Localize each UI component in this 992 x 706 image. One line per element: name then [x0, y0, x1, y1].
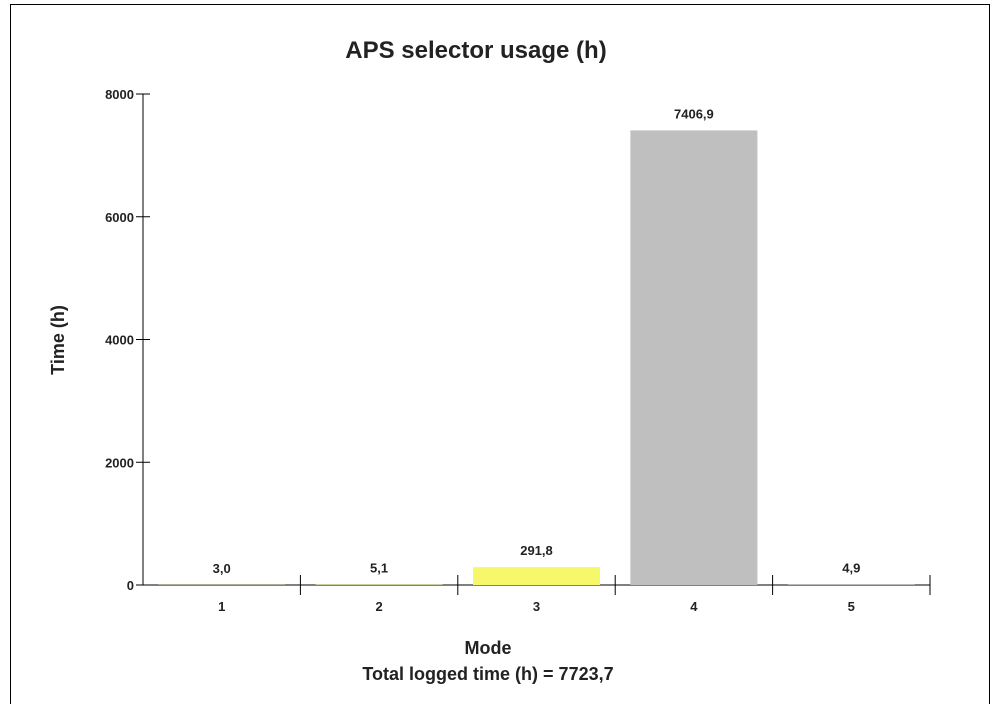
data-label: 3,0 — [213, 561, 231, 576]
y-tick-label: 4000 — [105, 333, 134, 348]
y-tick-label: 2000 — [105, 455, 134, 470]
y-tick-label: 6000 — [105, 210, 134, 225]
total-logged-time: Total logged time (h) = 7723,7 — [362, 664, 613, 684]
data-label: 4,9 — [842, 561, 860, 576]
x-tick-label: 2 — [375, 599, 382, 614]
chart-title: APS selector usage (h) — [345, 37, 606, 64]
data-label: 291,8 — [520, 543, 553, 558]
y-tick-label: 0 — [127, 578, 134, 593]
y-axis-label: Time (h) — [48, 305, 68, 375]
bar — [630, 130, 758, 585]
bar — [473, 567, 600, 585]
x-tick-label: 5 — [848, 599, 855, 614]
x-axis-label: Mode — [465, 638, 512, 658]
x-tick-label: 3 — [533, 599, 540, 614]
chart-frame — [10, 4, 990, 704]
plot-area: 0 2000 4000 6000 8000 1 3,0 2 5,1 3 291,8 4 7406,9 5 4… — [105, 87, 931, 614]
x-tick-label: 1 — [218, 599, 225, 614]
data-label: 7406,9 — [674, 106, 714, 121]
y-tick-label: 8000 — [105, 87, 134, 102]
data-label: 5,1 — [370, 561, 388, 576]
x-tick-label: 4 — [690, 599, 698, 614]
